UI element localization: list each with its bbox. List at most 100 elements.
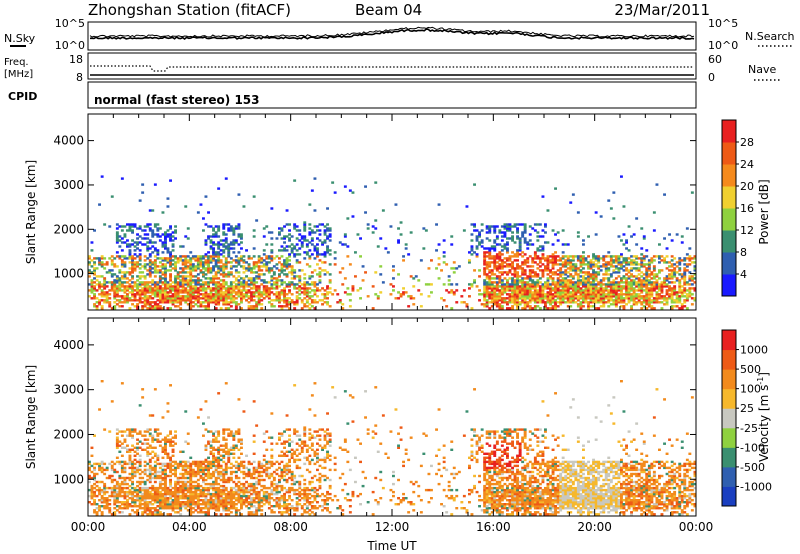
power-cell [493, 267, 497, 270]
velocity-cell [151, 446, 155, 449]
power-cell [138, 289, 142, 292]
power-cell [620, 239, 623, 242]
power-cell [209, 279, 213, 282]
power-cell [409, 231, 413, 234]
power-cell [584, 279, 588, 282]
velocity-cell [169, 456, 172, 459]
power-cell [156, 287, 160, 290]
power-cell [158, 287, 162, 290]
power-cell [326, 291, 329, 294]
power-cell [597, 257, 601, 260]
power-cell [285, 257, 289, 260]
power-cell [587, 255, 590, 258]
power-cell [260, 257, 264, 260]
power-cell [589, 275, 593, 278]
power-cell [110, 195, 114, 198]
power-cell [589, 289, 593, 292]
power-cell [650, 305, 654, 308]
power-cell [303, 277, 307, 280]
power-cell [508, 283, 512, 286]
power-cell [128, 243, 132, 246]
power-cell [554, 285, 557, 288]
power-cell [105, 299, 109, 302]
power-cell [587, 291, 590, 294]
power-cell [237, 271, 241, 274]
velocity-cell [202, 511, 205, 514]
velocity-cell [103, 499, 107, 502]
power-cell [194, 255, 198, 258]
power-cell [242, 287, 246, 290]
power-cell [222, 227, 226, 230]
power-cell [579, 291, 583, 294]
velocity-cell [90, 490, 94, 494]
velocity-cell [118, 462, 122, 466]
power-cell [323, 255, 327, 258]
power-cell [113, 285, 117, 288]
power-cell [283, 263, 286, 266]
power-cell [115, 223, 119, 226]
power-cell [579, 257, 583, 260]
power-cell [533, 287, 537, 290]
power-cell [683, 301, 687, 304]
velocity-cell [110, 513, 114, 516]
power-cell [169, 301, 172, 304]
velocity-cell [191, 503, 195, 506]
power-cell [153, 289, 157, 292]
power-cell [237, 261, 241, 264]
power-cell [594, 301, 598, 304]
power-cell [186, 283, 190, 286]
power-cell [260, 261, 264, 264]
velocity-cell [93, 474, 96, 478]
power-cell [544, 295, 547, 298]
power-cell [589, 285, 593, 288]
velocity-cell [103, 468, 107, 472]
power-cell [270, 285, 274, 288]
power-cell [240, 285, 243, 288]
velocity-cell [164, 503, 167, 506]
power-cell [285, 275, 289, 278]
power-cell [131, 269, 134, 272]
power-cell [164, 239, 167, 242]
power-cell [531, 261, 535, 264]
velocity-cell [100, 499, 104, 502]
power-cell [229, 225, 233, 228]
power-cell [207, 293, 210, 296]
velocity-cell [123, 482, 127, 486]
power-cell [133, 261, 137, 264]
power-cell [526, 289, 530, 292]
power-cell [546, 285, 550, 288]
power-cell [196, 305, 200, 308]
power-cell [541, 299, 545, 302]
power-cell [214, 271, 218, 274]
velocity-cell [143, 468, 147, 472]
power-cell [136, 285, 139, 288]
velocity-cell [141, 486, 145, 490]
power-cell [224, 239, 228, 242]
power-cell [169, 259, 172, 262]
power-cell [166, 299, 170, 302]
power-cell [290, 235, 294, 238]
power-cell [495, 261, 499, 264]
power-cell [290, 267, 294, 270]
power-cell [207, 263, 210, 266]
power-cell [402, 291, 405, 294]
power-cell [544, 293, 547, 296]
power-cell [118, 287, 122, 290]
power-cell [652, 289, 656, 292]
power-cell [366, 223, 370, 226]
power-cell [240, 233, 243, 236]
power-cell [108, 281, 112, 284]
power-cell [569, 291, 573, 294]
velocity-cell [204, 482, 208, 486]
power-cell [508, 293, 512, 296]
power-cell [569, 297, 573, 300]
velocity-cell [153, 494, 157, 498]
power-cell [191, 285, 195, 288]
power-cell [652, 299, 656, 302]
power-cell [290, 273, 294, 276]
velocity-cell [151, 466, 155, 470]
power-cell [148, 255, 152, 258]
power-cell [184, 281, 188, 284]
power-ytick-label: 2000 [53, 222, 84, 236]
power-cell [485, 267, 489, 270]
